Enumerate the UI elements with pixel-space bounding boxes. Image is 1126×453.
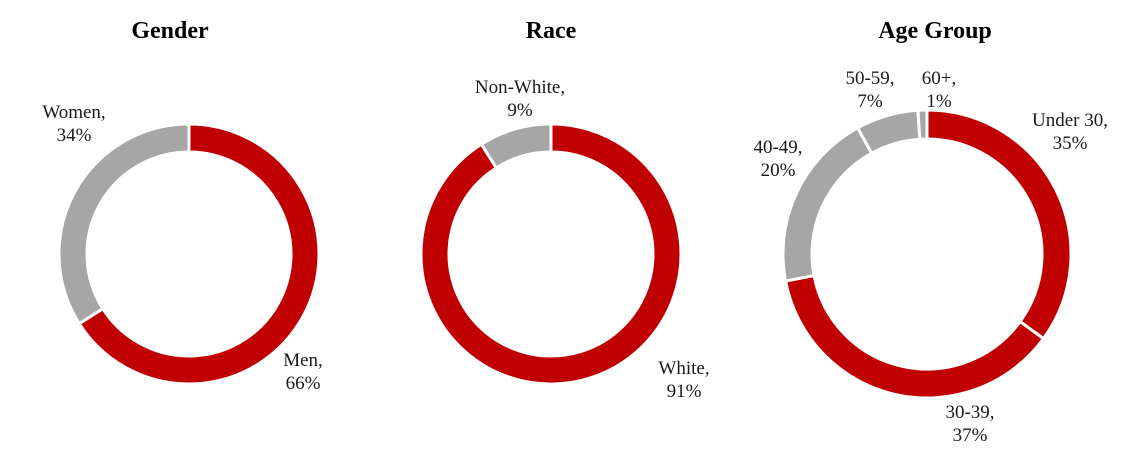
age-group-data-label-60: 60+, 1%: [922, 68, 956, 112]
age-group-slice-60: [916, 108, 929, 141]
gender-slice-men: [77, 122, 321, 386]
gender-donut-chart: Gender Men, 66% Women, 34%: [42, 18, 322, 394]
age-group-slice-50-59: [855, 108, 922, 156]
race-data-label-white: White, 91%: [658, 358, 709, 402]
race-slice-non-white: [479, 122, 553, 170]
age-group-slice-30-39: [783, 273, 1046, 400]
age-group-data-label-40-49: 40-49, 20%: [753, 137, 802, 181]
race-donut-chart: Race White, 91% Non-White, 9%: [419, 18, 710, 402]
gender-data-label-men: Men, 66%: [283, 350, 323, 394]
race-slice-white: [419, 122, 683, 386]
race-chart-title: Race: [526, 18, 577, 44]
age-group-donut-chart: Age Group Under 30, 35% 30-39, 37% 40-49, 20%…: [753, 18, 1108, 446]
gender-slice-women: [57, 122, 191, 326]
age-group-chart-title: Age Group: [878, 18, 992, 44]
age-group-data-label-30-39: 30-39, 37%: [945, 402, 994, 446]
age-group-slice-under-30: [925, 108, 1073, 341]
gender-chart-title: Gender: [131, 18, 209, 44]
age-group-data-label-under-30: Under 30, 35%: [1032, 110, 1108, 154]
race-data-label-non-white: Non-White, 9%: [475, 77, 565, 121]
age-group-data-label-50-59: 50-59, 7%: [845, 68, 894, 112]
gender-data-label-women: Women, 34%: [42, 102, 105, 146]
